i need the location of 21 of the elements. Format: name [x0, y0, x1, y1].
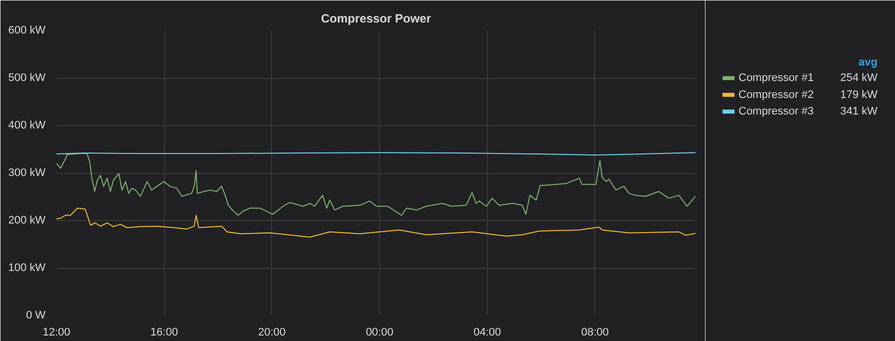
y-tick-label: 0 W — [26, 310, 46, 322]
legend-label: Compressor #1 — [738, 72, 814, 84]
x-tick-label: 16:00 — [150, 326, 178, 338]
y-tick-label: 400 kW — [8, 120, 46, 132]
x-tick-label: 08:00 — [581, 326, 609, 338]
legend-label: Compressor #3 — [738, 106, 814, 118]
text: 179 kW — [840, 88, 878, 101]
y-tick-label: 500 kW — [8, 72, 46, 84]
legend-title: avg — [858, 56, 878, 68]
x-tick-label: 20:00 — [258, 326, 286, 338]
x-tick-label: 12:00 — [42, 326, 70, 338]
legend-label: Compressor #2 — [738, 88, 814, 101]
x-tick-label: 00:00 — [366, 326, 394, 338]
text: 341 kW — [840, 106, 878, 118]
y-tick-label: 200 kW — [8, 214, 46, 226]
chart-title: Compressor Power — [320, 12, 432, 26]
x-tick-label: 04:00 — [474, 326, 502, 338]
y-tick-label: 600 kW — [8, 24, 46, 36]
text: 254 kW — [840, 72, 878, 84]
y-tick-label: 300 kW — [8, 167, 46, 179]
y-tick-label: 100 kW — [8, 262, 46, 274]
